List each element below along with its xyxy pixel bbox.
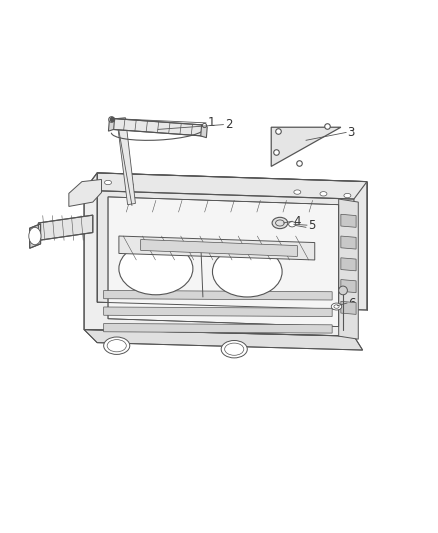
- Ellipse shape: [272, 217, 288, 229]
- Ellipse shape: [105, 180, 112, 184]
- Polygon shape: [108, 197, 339, 327]
- Text: 4: 4: [293, 215, 301, 228]
- Ellipse shape: [289, 222, 296, 227]
- Text: 3: 3: [347, 126, 355, 139]
- Polygon shape: [341, 279, 356, 293]
- Polygon shape: [69, 180, 102, 206]
- Ellipse shape: [119, 243, 193, 295]
- Polygon shape: [119, 236, 315, 260]
- Ellipse shape: [212, 246, 282, 297]
- Ellipse shape: [320, 192, 327, 196]
- Polygon shape: [84, 173, 367, 199]
- Polygon shape: [104, 324, 332, 333]
- Ellipse shape: [331, 303, 342, 310]
- Ellipse shape: [29, 228, 41, 245]
- Ellipse shape: [221, 341, 247, 358]
- Polygon shape: [339, 199, 358, 339]
- Ellipse shape: [104, 337, 130, 354]
- Text: 5: 5: [308, 219, 316, 232]
- Polygon shape: [341, 214, 356, 228]
- Text: 1: 1: [207, 116, 215, 130]
- Ellipse shape: [344, 193, 351, 198]
- Polygon shape: [271, 127, 341, 166]
- Polygon shape: [341, 236, 356, 249]
- Polygon shape: [84, 190, 354, 336]
- Ellipse shape: [294, 190, 301, 194]
- Polygon shape: [39, 215, 93, 240]
- Polygon shape: [341, 258, 356, 271]
- Polygon shape: [113, 118, 204, 136]
- Polygon shape: [97, 173, 367, 310]
- Polygon shape: [104, 290, 332, 300]
- Polygon shape: [109, 118, 115, 131]
- Polygon shape: [201, 125, 207, 138]
- Polygon shape: [141, 239, 297, 256]
- Polygon shape: [117, 118, 135, 205]
- Polygon shape: [104, 307, 332, 317]
- Polygon shape: [341, 301, 356, 314]
- Ellipse shape: [126, 182, 133, 187]
- Polygon shape: [30, 224, 41, 248]
- Polygon shape: [84, 329, 363, 350]
- Ellipse shape: [339, 286, 347, 295]
- Text: 2: 2: [225, 118, 232, 131]
- Text: 6: 6: [348, 297, 356, 310]
